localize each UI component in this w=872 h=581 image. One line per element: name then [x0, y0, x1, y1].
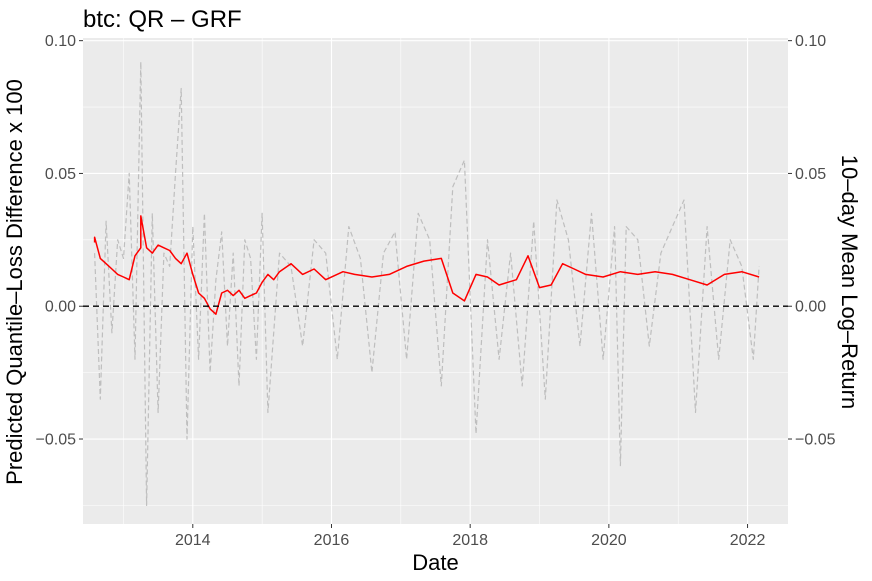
- series-line-0: [93, 215, 760, 315]
- y-axis-right-title: 10–day Mean Log–Return: [837, 155, 862, 409]
- y-tick-label: −0.05: [36, 432, 77, 449]
- grid-minor: [83, 38, 788, 524]
- x-axis-title: Date: [412, 550, 458, 575]
- y-axis-title: Predicted Quantile–Loss Difference x 100: [2, 79, 27, 485]
- x-tick-label: 2022: [730, 532, 766, 549]
- series-layer: [83, 61, 788, 506]
- y-right-tick-label: 0.00: [795, 299, 826, 316]
- x-tick-label: 2014: [175, 532, 211, 549]
- y-right-tick-label: 0.10: [795, 33, 826, 50]
- chart-title: btc: QR – GRF: [83, 6, 242, 33]
- plot-panel: [83, 38, 788, 524]
- grid-major: [83, 38, 788, 524]
- x-tick-label: 2020: [591, 532, 627, 549]
- axes-layer: 2014 2016 2018 2020 2022 −0.05 −0.05 0.00 0.00 0.…: [36, 33, 836, 549]
- x-tick-label: 2018: [452, 532, 488, 549]
- y-right-tick-label: 0.05: [795, 166, 826, 183]
- y-tick-label: 0.05: [45, 166, 76, 183]
- y-tick-label: 0.00: [45, 299, 76, 316]
- y-tick-label: 0.10: [45, 33, 76, 50]
- x-tick-label: 2016: [314, 532, 350, 549]
- y-right-tick-label: −0.05: [795, 432, 836, 449]
